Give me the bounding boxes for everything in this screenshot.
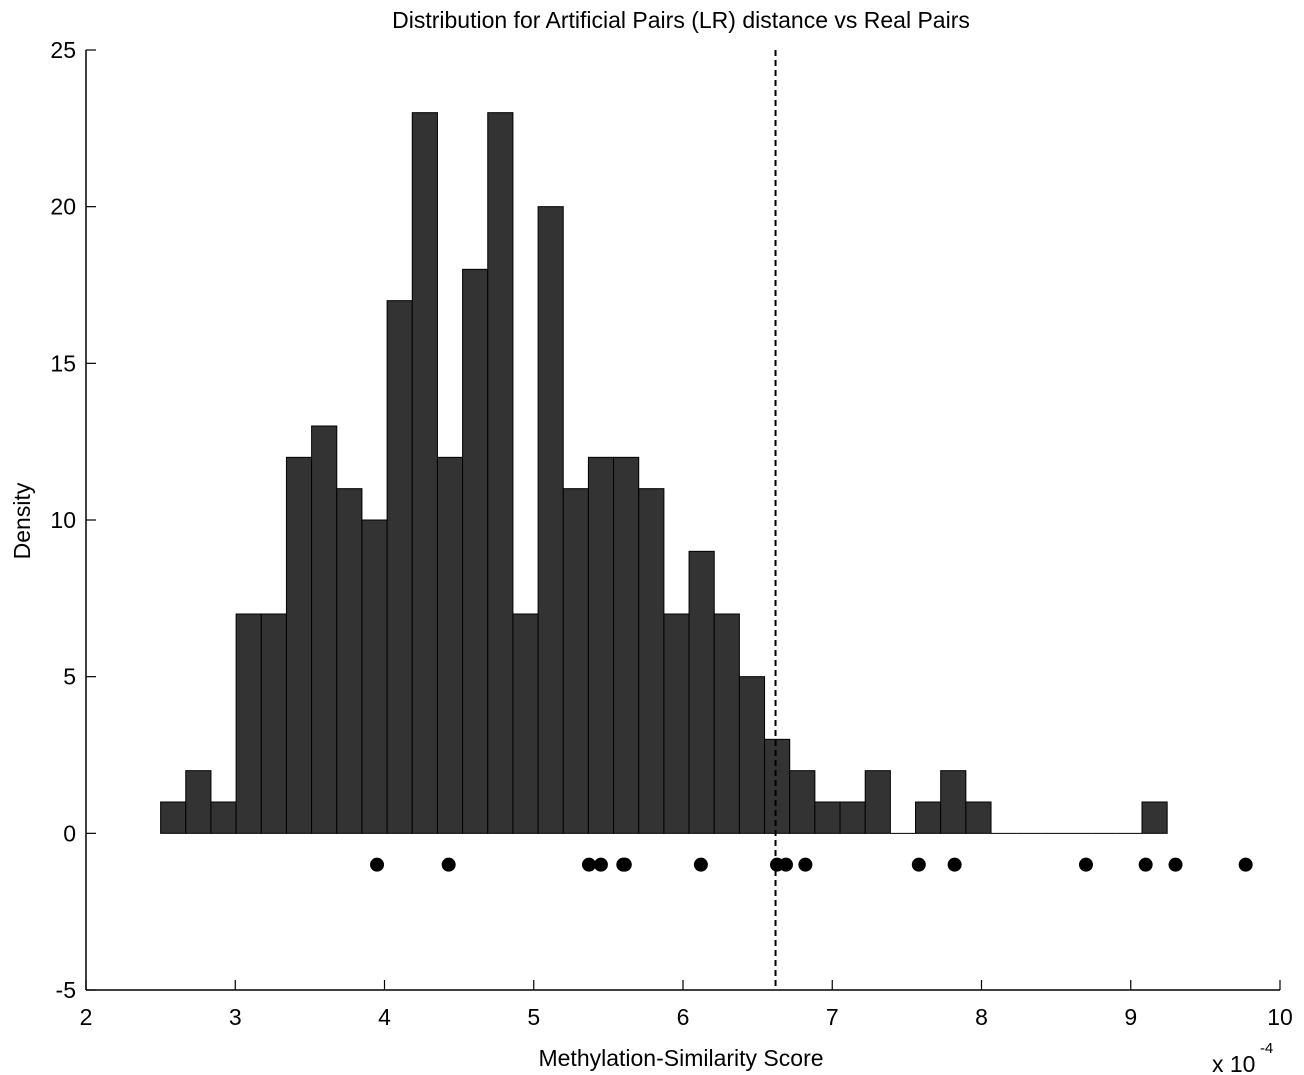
- histogram-bar: [864, 770, 891, 834]
- y-tick-label: 20: [50, 194, 76, 220]
- real-pair-point: [693, 857, 708, 872]
- histogram-bar: [462, 268, 489, 834]
- x-tick-label: 5: [527, 1004, 540, 1030]
- x-axis-label: Methylation-Similarity Score: [538, 1045, 823, 1071]
- y-tick-label: 5: [63, 664, 76, 690]
- real-pair-point: [617, 857, 632, 872]
- real-pair-point: [947, 857, 962, 872]
- real-pair-point: [778, 857, 793, 872]
- histogram-bar: [638, 488, 665, 834]
- histogram-bar: [764, 738, 791, 834]
- histogram-bar: [436, 456, 464, 834]
- y-tick-label: 0: [63, 820, 76, 846]
- x-axis-multiplier: x 10 -4: [1212, 1040, 1273, 1075]
- histogram-bars: [160, 112, 1168, 834]
- histogram-bar: [411, 112, 438, 834]
- histogram-bar: [487, 112, 514, 834]
- histogram-bar: [587, 456, 615, 834]
- histogram-bar: [789, 770, 816, 834]
- histogram-bar: [688, 550, 715, 834]
- histogram-bar: [185, 770, 212, 834]
- real-pair-point: [798, 857, 813, 872]
- histogram-bar: [361, 519, 388, 834]
- x-tick-label: 10: [1267, 1004, 1293, 1030]
- x-tick-label: 9: [1124, 1004, 1137, 1030]
- histogram-bar: [210, 801, 237, 834]
- real-pair-point: [593, 857, 608, 872]
- real-pair-point: [370, 857, 385, 872]
- histogram-bar: [562, 488, 589, 834]
- histogram-bar: [814, 801, 841, 834]
- x-tick-label: 3: [229, 1004, 242, 1030]
- histogram-bar: [940, 770, 967, 834]
- y-tick-label: 10: [50, 507, 76, 533]
- y-tick-label: -5: [56, 977, 76, 1003]
- y-tick-label: 15: [50, 350, 76, 376]
- real-pair-point: [1138, 857, 1153, 872]
- x-tick-label: 2: [80, 1004, 93, 1030]
- y-axis-label: Density: [9, 482, 35, 559]
- chart-title: Distribution for Artificial Pairs (LR) d…: [392, 7, 970, 33]
- histogram-bar: [1141, 801, 1168, 834]
- histogram-bar: [613, 456, 640, 834]
- histogram-bar: [713, 613, 740, 834]
- x-axis-multiplier-exponent: -4: [1260, 1040, 1273, 1057]
- histogram-bar: [235, 613, 262, 834]
- y-tick-label: 25: [50, 37, 76, 63]
- real-pair-point: [911, 857, 926, 872]
- histogram-bar: [285, 456, 313, 834]
- x-tick-label: 8: [975, 1004, 988, 1030]
- real-pairs-points: [370, 857, 1253, 872]
- histogram-bar: [160, 801, 187, 834]
- real-pair-point: [441, 857, 456, 872]
- plot-axes: 2 3 4 5 6 7 8 9 10 -5 0 5 10 15 20 25: [50, 37, 1292, 1030]
- x-tick-label: 6: [677, 1004, 690, 1030]
- real-pair-point: [581, 857, 596, 872]
- histogram-bar: [386, 300, 413, 834]
- histogram-bar: [738, 676, 766, 834]
- histogram-bar: [336, 488, 363, 834]
- histogram-bar: [965, 801, 992, 834]
- histogram-bar: [839, 801, 866, 834]
- histogram-bar: [260, 613, 287, 834]
- real-pair-point: [1078, 857, 1093, 872]
- x-tick-label: 4: [378, 1004, 391, 1030]
- real-pair-point: [1168, 857, 1183, 872]
- real-pair-point: [1238, 857, 1253, 872]
- x-tick-label: 7: [826, 1004, 839, 1030]
- histogram-bar: [311, 425, 338, 834]
- histogram-bar: [537, 206, 564, 834]
- histogram-bar: [663, 613, 690, 834]
- histogram-bar: [512, 613, 539, 834]
- x-axis-multiplier-base: x 10: [1212, 1051, 1255, 1075]
- histogram-bar: [915, 801, 942, 834]
